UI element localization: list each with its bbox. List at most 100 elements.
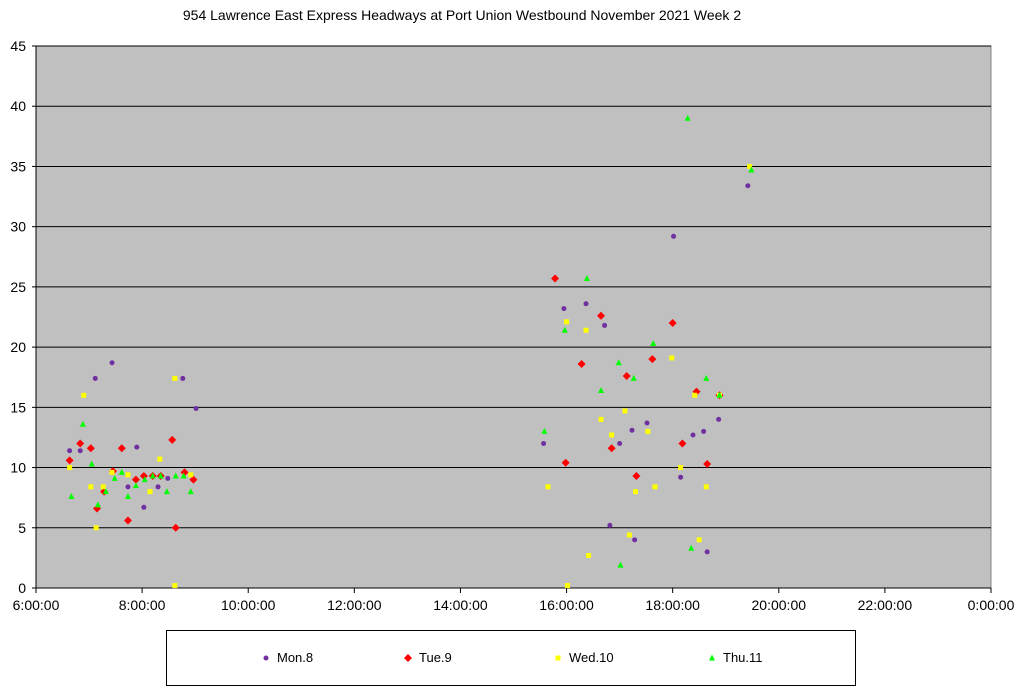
y-tick-label: 45 (10, 38, 26, 54)
data-point-thu11 (124, 492, 131, 499)
x-tick-label: 6:00:00 (13, 597, 60, 613)
data-point-wed10 (147, 489, 153, 495)
scatter-chart: 0 5 10 15 20 25 30 35 40 45 6:00:00 8:00:00 10:00:00… (10, 38, 1014, 613)
data-point-thu11 (703, 374, 710, 381)
data-point-mon8 (92, 375, 98, 381)
data-point-thu11 (650, 339, 657, 346)
data-point-mon8 (583, 301, 589, 307)
legend-marker (709, 654, 715, 660)
data-point-thu11 (541, 427, 548, 434)
data-point-thu11 (561, 326, 568, 333)
x-tick-label: 12:00:00 (327, 597, 382, 613)
data-point-tue9 (189, 475, 198, 484)
x-tick-label: 20:00:00 (752, 597, 807, 613)
data-point-tue9 (668, 319, 677, 328)
data-point-thu11 (149, 472, 156, 479)
data-point-mon8 (134, 444, 140, 450)
legend-marker-diamond-icon (404, 653, 412, 662)
data-point-thu11 (102, 488, 109, 495)
data-point-wed10 (545, 484, 551, 490)
data-point-mon8 (644, 420, 650, 426)
data-point-tue9 (86, 444, 95, 453)
plot-area (35, 45, 992, 589)
data-point-tue9 (678, 439, 687, 448)
data-point-wed10 (645, 428, 651, 434)
data-point-wed10 (88, 484, 94, 490)
data-point-mon8 (67, 448, 73, 454)
data-point-mon8 (541, 440, 547, 446)
legend-item: Wed.10 (553, 650, 614, 665)
y-tick-label: 5 (18, 520, 26, 536)
data-point-tue9 (117, 444, 126, 453)
legend-marker-square-icon (555, 655, 561, 660)
legend-marker (263, 655, 269, 660)
data-point-tue9 (632, 471, 641, 480)
data-point-tue9 (597, 311, 606, 320)
data-point-mon8 (632, 537, 638, 543)
data-point-thu11 (688, 544, 695, 551)
data-point-tue9 (168, 435, 177, 444)
data-point-wed10 (586, 552, 592, 558)
data-point-mon8 (180, 375, 186, 381)
data-point-wed10 (564, 583, 570, 589)
data-point-wed10 (67, 465, 73, 471)
data-point-mon8 (678, 474, 684, 480)
data-point-tue9 (65, 456, 74, 465)
data-point-mon8 (701, 428, 707, 434)
data-point-mon8 (716, 416, 722, 422)
data-point-thu11 (187, 488, 194, 495)
data-point-mon8 (141, 504, 147, 510)
legend-label: Tue.9 (419, 650, 452, 665)
data-point-wed10 (564, 319, 570, 325)
data-point-mon8 (77, 448, 83, 454)
data-point-tue9 (577, 359, 586, 368)
data-point-thu11 (583, 274, 590, 281)
data-point-wed10 (747, 163, 753, 169)
y-tick-label: 10 (10, 460, 26, 476)
data-point-tue9 (561, 458, 570, 467)
data-point-thu11 (180, 472, 187, 479)
data-point-mon8 (125, 484, 131, 490)
data-point-mon8 (561, 306, 567, 312)
legend-label: Wed.10 (569, 650, 614, 665)
y-tick-label: 0 (18, 580, 26, 596)
data-point-thu11 (118, 468, 125, 475)
data-point-wed10 (172, 583, 178, 589)
y-tick-label: 15 (10, 399, 26, 415)
legend-label: Thu.11 (723, 650, 763, 665)
data-point-mon8 (109, 360, 115, 366)
data-point-wed10 (703, 484, 709, 490)
data-point-wed10 (622, 408, 628, 414)
data-point-tue9 (171, 523, 180, 532)
y-tick-label: 20 (10, 339, 26, 355)
data-point-wed10 (652, 484, 658, 490)
data-point-wed10 (583, 327, 589, 333)
data-point-mon8 (602, 322, 608, 328)
data-point-wed10 (93, 525, 99, 531)
data-point-thu11 (630, 374, 637, 381)
data-point-wed10 (157, 456, 163, 462)
data-point-wed10 (678, 465, 684, 471)
data-point-wed10 (669, 355, 675, 361)
data-point-mon8 (704, 549, 710, 555)
legend-marker-triangle-icon (709, 654, 715, 660)
data-point-thu11 (79, 420, 86, 427)
y-tick-label: 30 (10, 219, 26, 235)
data-point-tue9 (76, 439, 85, 448)
data-point-thu11 (111, 474, 118, 481)
data-point-tue9 (622, 372, 631, 381)
data-point-mon8 (193, 406, 199, 412)
data-point-mon8 (690, 432, 696, 438)
data-point-tue9 (551, 274, 560, 283)
data-point-tue9 (607, 444, 616, 453)
data-point-wed10 (172, 375, 178, 381)
data-point-tue9 (703, 459, 712, 468)
data-point-wed10 (696, 537, 702, 543)
data-point-tue9 (123, 516, 132, 525)
data-point-wed10 (692, 392, 698, 398)
legend-marker (404, 653, 412, 662)
data-point-thu11 (68, 492, 75, 499)
data-point-thu11 (163, 488, 170, 495)
data-point-thu11 (748, 166, 755, 173)
data-point-wed10 (609, 432, 615, 438)
